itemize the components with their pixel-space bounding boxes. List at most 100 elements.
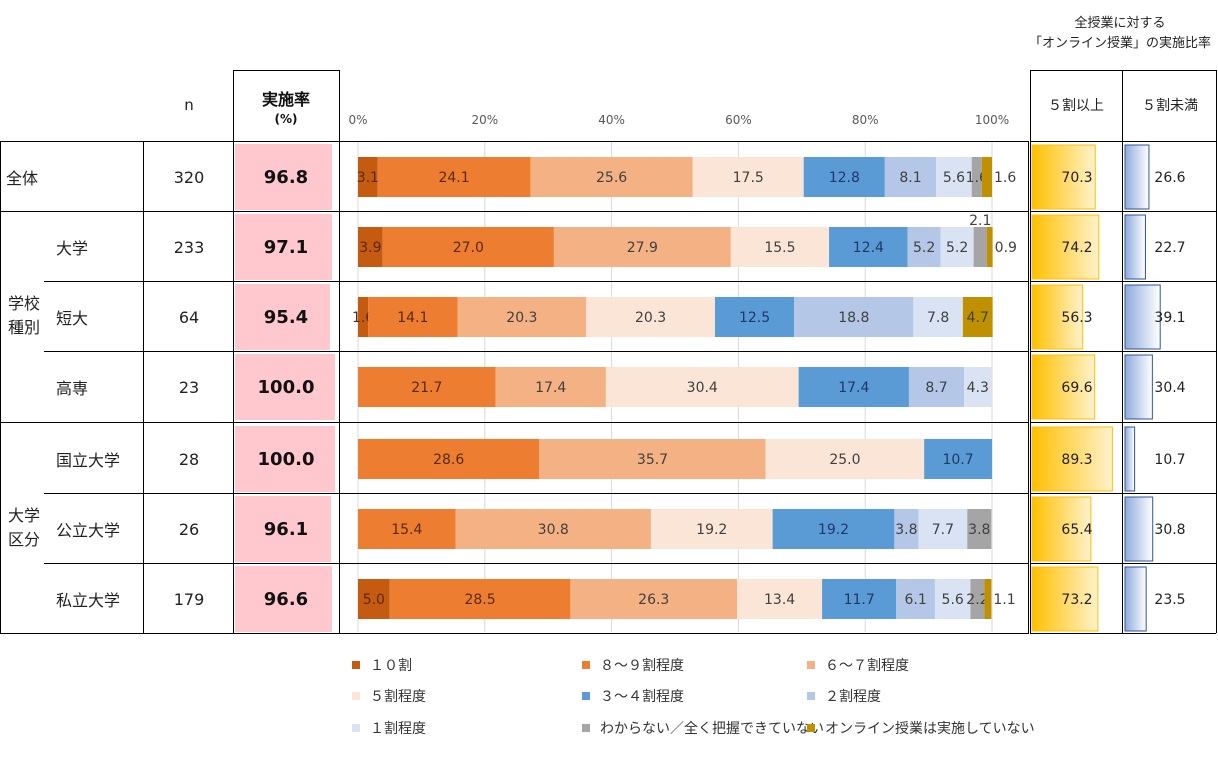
row-label: 大学 [56, 239, 89, 258]
bar-segment [714, 297, 795, 337]
table-hline [0, 422, 1029, 423]
bar-data-label: 27.9 [627, 240, 658, 256]
bar-data-label: 17.4 [838, 380, 869, 396]
less5-value: 39.1 [1154, 310, 1185, 326]
bar-segment [358, 227, 383, 267]
bar-segment [530, 157, 693, 197]
bar-data-label: 26.3 [638, 592, 669, 608]
bar-data-label: 5.6 [942, 592, 964, 608]
group-label-univ-type: 大学 区分 [4, 504, 44, 552]
rate-header-unit: (%) [274, 112, 298, 126]
bar-segment [570, 579, 738, 619]
bar-data-label: 11.7 [844, 592, 875, 608]
legend-item: １割程度 [352, 718, 426, 738]
rate-cell-fill [235, 566, 332, 632]
less5-bar [1124, 354, 1153, 420]
bar-data-label: 20.3 [635, 310, 666, 326]
bar-segment [794, 297, 914, 337]
bar-data-label: 12.5 [739, 310, 770, 326]
plus5-value: 65.4 [1061, 522, 1092, 538]
bar-segment [730, 227, 830, 267]
bar-segment [940, 227, 974, 267]
table-hline [1030, 211, 1216, 212]
legend-label: ６～７割程度 [825, 658, 909, 674]
less5-value: 22.7 [1154, 240, 1185, 256]
bar-segment [924, 439, 992, 479]
bar-segment [650, 509, 773, 549]
table-hline [1030, 633, 1216, 634]
table-hline [0, 141, 1029, 142]
bar-segment [358, 439, 540, 479]
rate-cell-fill [235, 496, 332, 562]
bar-segment [457, 297, 587, 337]
less5-value: 23.5 [1154, 592, 1185, 608]
rate-value: 95.4 [263, 306, 309, 328]
bar-data-label: 19.2 [818, 522, 849, 538]
bar-data-label: 3.8 [895, 522, 917, 538]
rate-cell-fill [235, 354, 335, 420]
legend-item: オンライン授業は実施していない [807, 718, 1035, 738]
bar-data-label: 25.0 [829, 452, 860, 468]
bar-data-label: 18.8 [838, 310, 869, 326]
bar-segment [984, 579, 992, 619]
bar-segment [896, 579, 935, 619]
x-tick-label: 20% [471, 113, 498, 127]
group-label-school-type-line2: 種別 [7, 318, 40, 337]
bar-data-label: 1.6 [966, 170, 988, 186]
n-value: 26 [178, 519, 200, 539]
legend-label: １割程度 [370, 721, 426, 737]
bar-segment [829, 227, 908, 267]
bar-segment [368, 297, 458, 337]
rate-value: 100.0 [257, 448, 315, 470]
legend-label: オンライン授業は実施していない [825, 721, 1035, 737]
n-value: 23 [178, 377, 200, 397]
less5-bar [1124, 566, 1147, 632]
bar-data-label: 17.4 [535, 380, 566, 396]
plus5-value: 70.3 [1061, 170, 1092, 186]
table-hline [233, 70, 339, 71]
plus5-bar [1031, 144, 1096, 210]
less5-bar [1124, 214, 1146, 280]
bar-data-label: 2.1 [969, 213, 991, 229]
bar-segment [605, 367, 799, 407]
bar-segment [377, 157, 531, 197]
x-tick-label: 80% [852, 113, 879, 127]
legend-swatch [582, 661, 590, 669]
less5-bar [1124, 144, 1150, 210]
bar-segment [358, 157, 378, 197]
bar-data-label: 1.6 [994, 170, 1016, 186]
less5-value: 30.4 [1154, 380, 1185, 396]
bar-segment [884, 157, 937, 197]
bar-data-label: 27.0 [453, 240, 484, 256]
bar-segment [971, 157, 982, 197]
bar-segment [358, 509, 456, 549]
bar-data-label: 12.4 [853, 240, 884, 256]
legend-item: ５割程度 [352, 686, 426, 706]
row-label: 国立大学 [56, 451, 121, 470]
table-hline [0, 633, 1029, 634]
table-vline [339, 70, 340, 633]
rate-header-label: 実施率 [261, 90, 310, 109]
legend-item: ８～９割程度 [582, 655, 684, 675]
table-hline [0, 211, 1029, 212]
bar-segment [964, 367, 992, 407]
bar-segment [986, 227, 993, 267]
x-tick-label: 40% [598, 113, 625, 127]
bar-segment [586, 297, 715, 337]
x-tick-label: 100% [975, 113, 1009, 127]
table-hline [44, 493, 1029, 494]
right-title: 全授業に対する 「オンライン授業」の実施比率 [1020, 14, 1218, 54]
bar-segment [358, 579, 390, 619]
table-hline [1030, 70, 1216, 71]
bar-segment [737, 579, 823, 619]
rate-value: 96.1 [263, 518, 309, 540]
table-hline [44, 281, 1029, 282]
rate-cell-fill [235, 284, 331, 350]
bar-segment [389, 579, 571, 619]
bar-data-label: 28.6 [433, 452, 464, 468]
less5-bar [1124, 426, 1136, 492]
row-label: 短大 [56, 309, 89, 328]
less5-bar [1124, 284, 1161, 350]
col-5plus-header: ５割以上 [1048, 98, 1104, 114]
bar-data-label: 14.1 [397, 310, 428, 326]
